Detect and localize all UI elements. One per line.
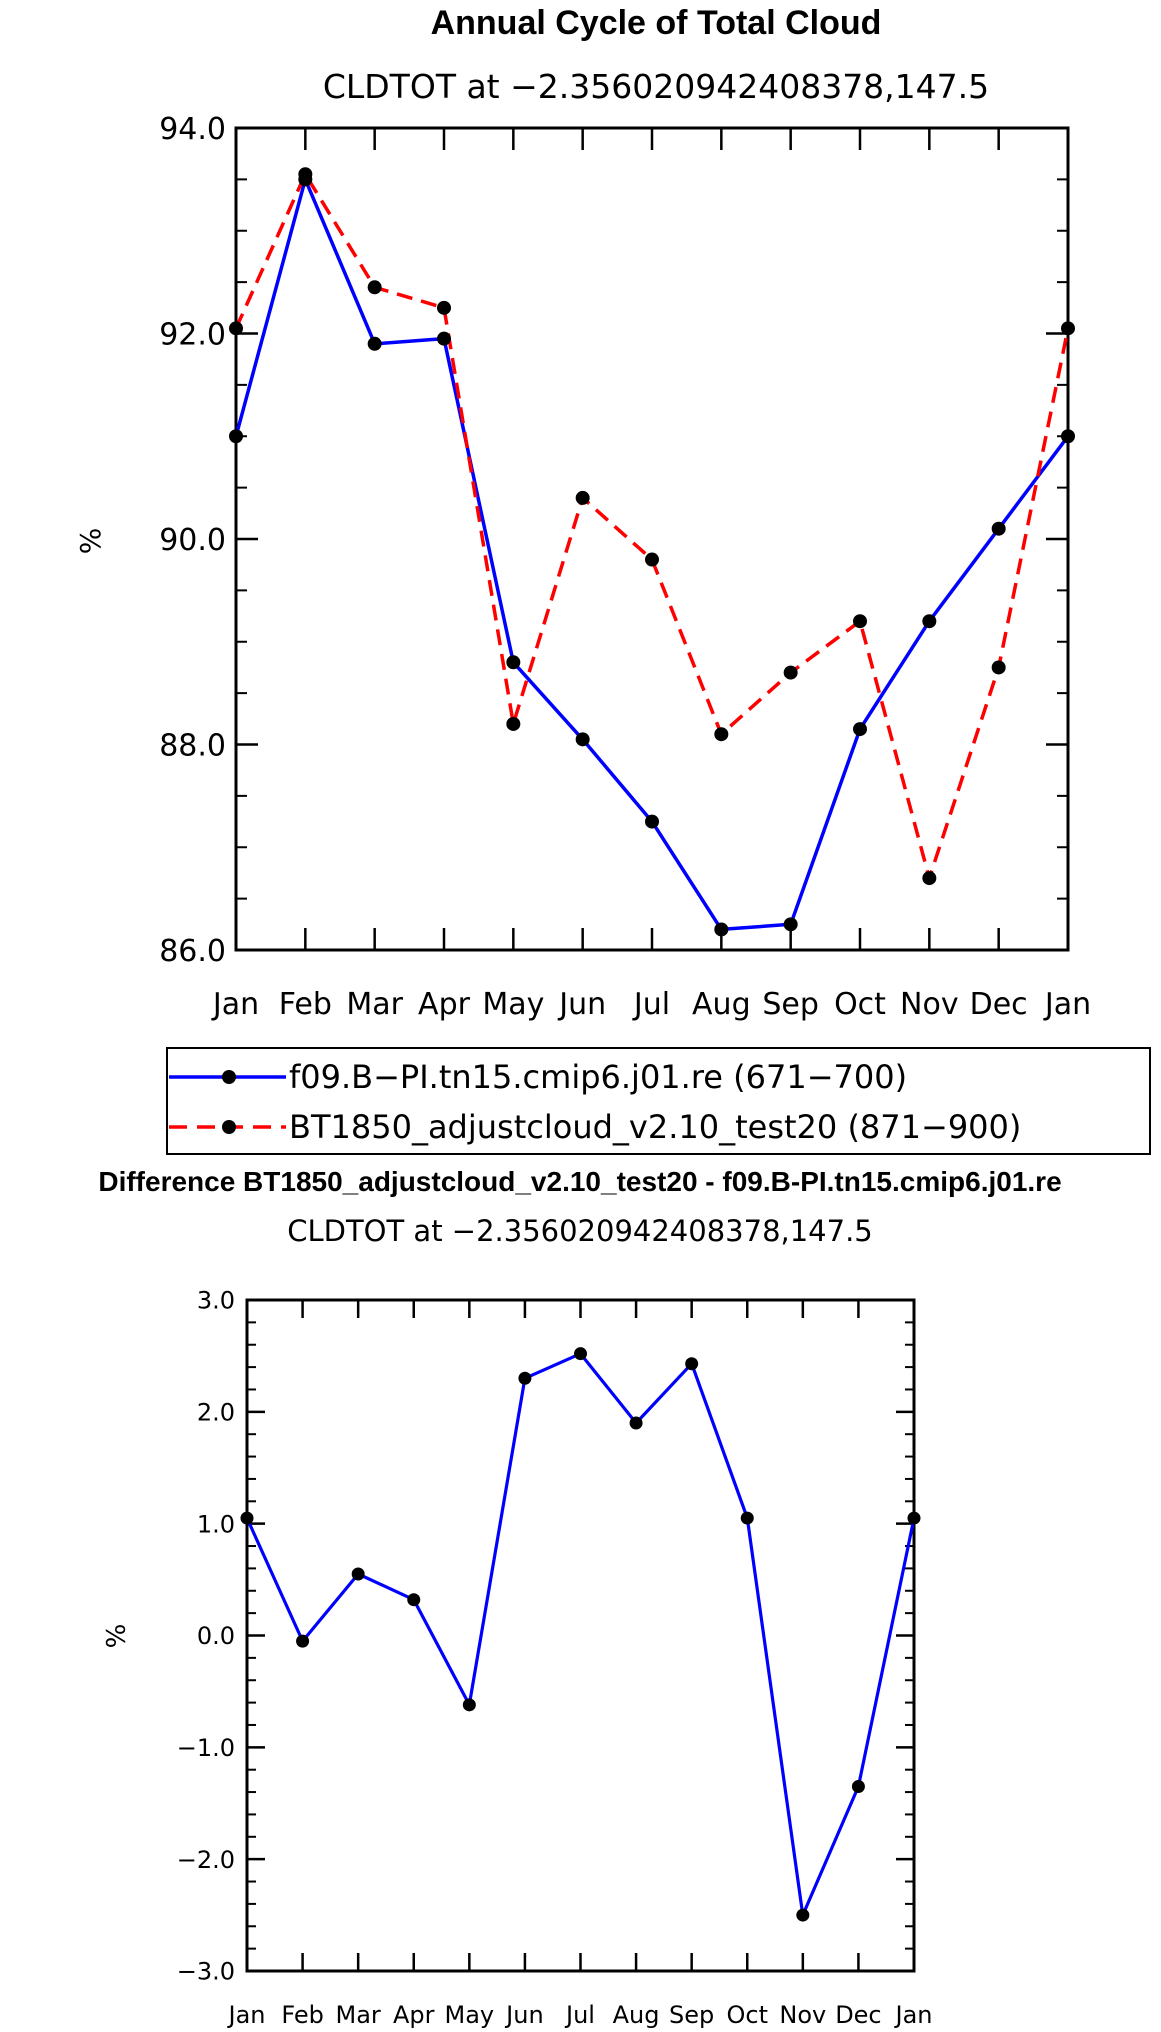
chart1-series-2-point: [853, 614, 867, 629]
chart2-ytick-label: −3.0: [177, 1958, 235, 1986]
chart1-series-1-point: [714, 922, 729, 937]
chart1-ylabel: %: [74, 528, 107, 555]
chart2-xtick-label: Sep: [669, 2001, 714, 2029]
chart1-xtick-label: Jun: [557, 987, 606, 1022]
chart1-ytick-label: 90.0: [159, 523, 226, 558]
chart2-xtick-label: May: [445, 2001, 495, 2029]
chart2-ylabel: %: [102, 1624, 132, 1649]
chart1-series-1-point: [645, 814, 659, 829]
chart2-series-1-point: [796, 1908, 810, 1922]
chart2-series-1-point: [629, 1416, 643, 1430]
chart1-plot: 86.0 88.0 90.0 92.0 94.0 Jan Feb Mar Apr May Jun Ju…: [159, 112, 1091, 1022]
chart2-series-1-point: [462, 1698, 476, 1712]
chart2-xtick-label: Nov: [779, 2001, 826, 2029]
chart1-series-2-point: [298, 167, 313, 182]
legend-marker-series-1: [222, 1070, 236, 1084]
chart2-series-1-line: [245, 1352, 916, 1917]
chart2-xtick-label: Apr: [393, 2001, 435, 2029]
chart2-title: Difference BT1850_adjustcloud_v2.10_test…: [98, 1166, 1061, 1197]
chart1-series-1-point: [783, 917, 798, 932]
chart2-series-1-point: [740, 1511, 754, 1525]
chart2-xtick-label: Jan: [227, 2001, 266, 2029]
chart2-series-1-point: [518, 1371, 532, 1385]
chart1-series-2-point: [991, 660, 1006, 675]
legend-label-series-2: BT1850_adjustcloud_v2.10_test20 (871−900…: [289, 1108, 1021, 1146]
chart1-series-2-point: [229, 321, 243, 336]
chart1-ytick-label: 94.0: [159, 112, 226, 147]
chart1-series-2-line: [234, 172, 1070, 880]
chart1-ytick-label: 86.0: [159, 934, 226, 969]
chart1-subtitle: CLDTOT at −2.356020942408378,147.5: [323, 67, 989, 106]
chart2-xtick-label: Dec: [835, 2001, 881, 2029]
chart1-ytick-label: 92.0: [159, 317, 226, 352]
chart1-series-1-point: [922, 614, 937, 629]
chart2-ytick-label: 0.0: [197, 1622, 235, 1650]
chart1-series-2-point: [575, 490, 590, 505]
chart1-xtick-label: Jul: [632, 987, 670, 1022]
chart1-xtick-label: Apr: [418, 987, 471, 1022]
chart2-xtick-label: Jun: [504, 2001, 544, 2029]
chart1-series-1-point: [1061, 429, 1075, 444]
chart1-title: Annual Cycle of Total Cloud: [431, 4, 882, 42]
chart2-series-1-point: [907, 1511, 921, 1525]
chart1-series-1-point: [506, 655, 521, 670]
chart2-xtick-label: Oct: [727, 2001, 769, 2029]
chart2-series-1-point: [407, 1593, 421, 1607]
chart2-subtitle: CLDTOT at −2.356020942408378,147.5: [287, 1214, 873, 1248]
legend-box: [166, 1047, 1151, 1155]
chart2-series-1-point: [574, 1347, 587, 1361]
chart1-series-2-point: [783, 665, 798, 680]
chart2-ytick-label: −2.0: [177, 1846, 235, 1874]
chart1-xtick-label: Nov: [900, 987, 959, 1022]
legend-marker-series-2: [222, 1120, 236, 1134]
chart1-series-2-point: [437, 300, 451, 315]
chart1-series-1-point: [575, 732, 590, 747]
chart1-series-2-point: [922, 871, 937, 886]
chart1-series-2-point: [714, 727, 729, 742]
chart2-ytick-label: −1.0: [177, 1734, 235, 1762]
chart1-xtick-label: Jan: [1043, 987, 1091, 1022]
chart2-ytick-label: 3.0: [197, 1287, 235, 1315]
chart2-series-1-point: [240, 1511, 254, 1525]
chart1-series-1-point: [437, 331, 451, 346]
chart1-series-2-point: [645, 552, 659, 567]
chart1-xtick-label: Jan: [211, 987, 259, 1022]
chart2-xtick-label: Feb: [281, 2001, 324, 2029]
chart1-xtick-label: Oct: [834, 987, 886, 1022]
chart1-xtick-label: Aug: [692, 987, 751, 1022]
chart1-series-1-point: [991, 521, 1006, 536]
chart2-plot: −3.0 −2.0 −1.0 0.0 1.0 2.0 3.0 Jan Feb Mar Apr May J…: [177, 1287, 933, 2029]
chart1-ytick-label: 88.0: [159, 728, 226, 763]
chart2-frame: [245, 1298, 916, 1973]
chart2-series-1-point: [351, 1567, 365, 1581]
chart1-series-1-point: [229, 429, 243, 444]
chart1-legend: f09.B−PI.tn15.cmip6.j01.re (671−700) BT1…: [166, 1047, 1151, 1155]
chart1-series-2-point: [1061, 321, 1075, 336]
chart2-series-1-point: [296, 1634, 310, 1648]
chart1-series-1-point: [367, 336, 382, 351]
legend-label-series-1: f09.B−PI.tn15.cmip6.j01.re (671−700): [289, 1058, 907, 1096]
chart2-series-1-point: [685, 1357, 699, 1371]
chart1-xtick-label: May: [482, 987, 544, 1022]
chart2-series-1-point: [851, 1779, 865, 1793]
chart1-xtick-label: Mar: [346, 987, 403, 1022]
chart1-xtick-label: Dec: [970, 987, 1028, 1022]
chart1-xtick-label: Sep: [762, 987, 819, 1022]
chart1-series-2-point: [506, 716, 521, 731]
chart2-xtick-label: Jan: [894, 2001, 933, 2029]
chart1-series-2-point: [367, 280, 382, 295]
chart2-xtick-label: Mar: [336, 2001, 381, 2029]
chart2-ytick-label: 2.0: [197, 1398, 235, 1426]
chart1-xtick-label: Feb: [279, 987, 332, 1022]
chart1-series-1-point: [853, 722, 867, 737]
chart2-xtick-label: Aug: [613, 2001, 660, 2029]
chart2-ytick-label: 1.0: [197, 1510, 235, 1538]
chart2-xtick-label: Jul: [564, 2001, 595, 2029]
